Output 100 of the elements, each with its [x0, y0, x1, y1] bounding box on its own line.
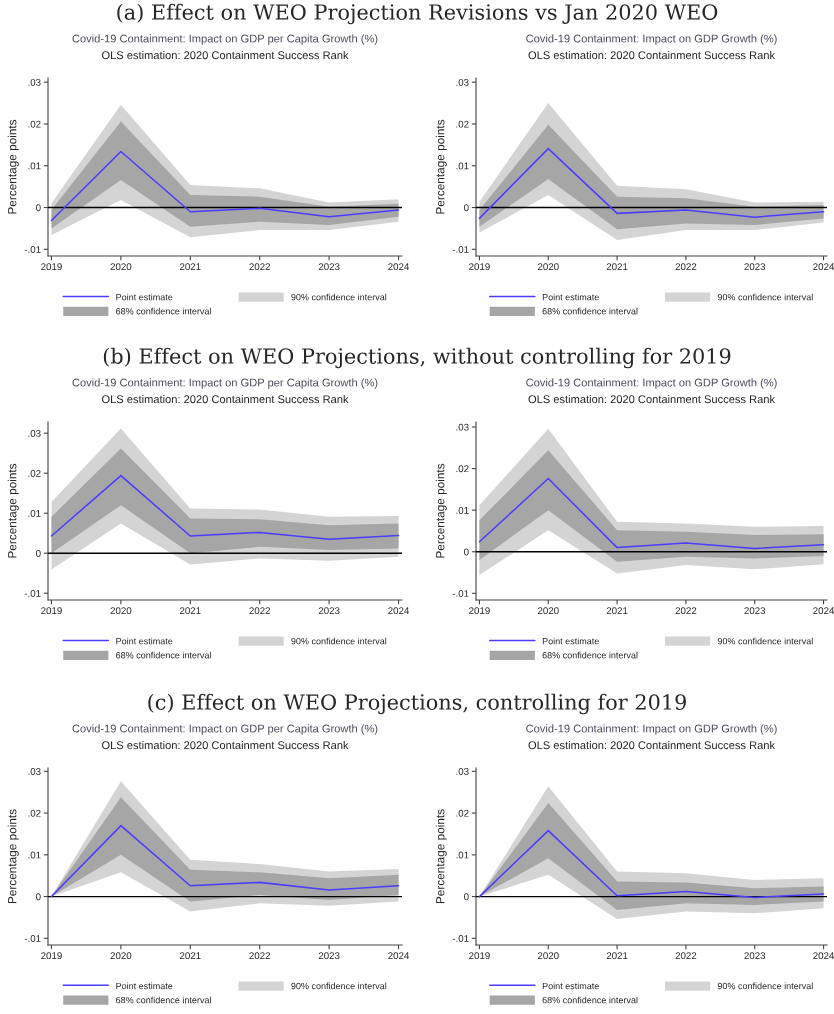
line-series: [478, 147, 825, 220]
x-tick-label: 2022: [675, 952, 697, 960]
x-tick-label: 2020: [110, 263, 132, 271]
legend-label: 90% confidence interval: [291, 982, 387, 990]
x-tick-label: 2019: [41, 263, 62, 271]
y-tick-label: .03: [456, 423, 469, 431]
x-tick-label: 2020: [110, 952, 132, 960]
x-tick-label: 2021: [179, 263, 201, 271]
x-tick-label: 2023: [744, 263, 766, 271]
x-tick-label: 2024: [813, 607, 834, 615]
x-tick-label: 2022: [249, 952, 271, 960]
y-tick-label: .03: [28, 768, 41, 775]
y-tick-label: .01: [456, 506, 469, 514]
y-tick-label: .02: [28, 120, 41, 128]
x-tick-label: 2023: [318, 263, 340, 271]
y-tick-label: .02: [456, 120, 469, 128]
legend-label: 90% confidence interval: [717, 637, 813, 645]
x-tick-label: 2022: [675, 263, 697, 271]
x-tick-label: 2022: [675, 607, 697, 615]
y-tick-label: .01: [28, 162, 41, 170]
chart-subtitle: OLS estimation: 2020 Containment Success Rank: [102, 394, 349, 404]
legend-label: 68% confidence interval: [542, 996, 638, 1004]
y-tick-label: 0: [464, 204, 469, 212]
legend-label: Point estimate: [116, 293, 173, 301]
y-tick-label: -.01: [452, 590, 469, 597]
line-series: [50, 824, 400, 898]
legend-label: Point estimate: [116, 982, 173, 990]
legend-label: 90% confidence interval: [717, 982, 813, 990]
text: (a) Effect on WEO Projection Revisions vs Jan 2020 WEO: [117, 3, 718, 25]
x-tick-label: 2024: [388, 263, 410, 271]
y-tick-label: .01: [28, 509, 41, 517]
x-tick-label: 2019: [41, 607, 62, 615]
y-tick-label: 0: [36, 549, 41, 557]
y-axis-title: Percentage points: [7, 119, 19, 214]
line-series: [478, 477, 825, 550]
text: (c) Effect on WEO Projections, controlling for 2019: [148, 693, 686, 715]
x-tick-label: 2020: [537, 263, 559, 271]
legend-label: 90% confidence interval: [717, 293, 813, 301]
y-tick-label: .02: [28, 469, 41, 477]
y-tick-label: -.01: [24, 935, 41, 942]
legend-label: 68% confidence interval: [116, 307, 211, 315]
x-tick-label: 2021: [606, 263, 628, 271]
x-tick-label: 2023: [318, 607, 340, 615]
chart-title: Covid-19 Containment: Impact on GDP per Capita Growth (%): [72, 724, 378, 735]
y-tick-label: .01: [456, 162, 469, 170]
x-tick-label: 2019: [469, 952, 490, 960]
legend-label: 90% confidence interval: [291, 637, 387, 645]
y-tick-label: 0: [36, 893, 41, 901]
x-tick-label: 2022: [249, 263, 271, 271]
y-tick-label: -.01: [452, 935, 469, 942]
legend-label: 68% confidence interval: [116, 651, 211, 659]
x-tick-label: 2022: [249, 607, 271, 615]
x-tick-label: 2023: [318, 952, 340, 960]
legend-label: 68% confidence interval: [542, 307, 638, 315]
chart-title: Covid-19 Containment: Impact on GDP Growth (%): [526, 34, 777, 45]
x-tick-label: 2020: [110, 607, 132, 615]
x-tick-label: 2021: [179, 952, 201, 960]
legend-label: Point estimate: [116, 637, 173, 645]
y-axis-title: Percentage points: [435, 809, 447, 904]
chart-title: Covid-19 Containment: Impact on GDP per Capita Growth (%): [72, 378, 378, 389]
legend-label: Point estimate: [542, 293, 599, 301]
y-axis-title: Percentage points: [435, 119, 447, 214]
y-axis-title: Percentage points: [7, 463, 19, 558]
x-tick-label: 2019: [469, 607, 490, 615]
x-tick-label: 2023: [744, 952, 766, 960]
x-tick-label: 2020: [537, 607, 559, 615]
y-tick-label: .01: [28, 851, 41, 859]
legend-label: Point estimate: [542, 982, 599, 990]
chart-subtitle: OLS estimation: 2020 Containment Success Rank: [102, 50, 349, 60]
x-tick-label: 2023: [744, 607, 766, 615]
chart-title: Covid-19 Containment: Impact on GDP Growth (%): [526, 724, 777, 735]
chart-subtitle: OLS estimation: 2020 Containment Success Rank: [528, 394, 776, 404]
y-tick-label: -.01: [24, 589, 41, 597]
y-tick-label: .02: [456, 809, 469, 817]
y-tick-label: .03: [456, 768, 469, 775]
y-tick-label: .03: [28, 429, 41, 437]
y-tick-label: .02: [456, 465, 469, 473]
y-axis-title: Percentage points: [7, 809, 19, 904]
y-tick-label: 0: [36, 204, 41, 212]
y-tick-label: 0: [464, 548, 469, 556]
legend-label: 68% confidence interval: [542, 651, 638, 659]
line-series: [478, 829, 825, 899]
x-tick-label: 2024: [813, 952, 834, 960]
x-tick-label: 2021: [179, 607, 201, 615]
x-tick-label: 2024: [813, 263, 834, 271]
x-tick-label: 2024: [388, 952, 410, 960]
x-tick-label: 2019: [41, 952, 62, 960]
x-tick-label: 2020: [537, 952, 559, 960]
y-axis-title: Percentage points: [435, 463, 447, 558]
y-tick-label: -.01: [24, 246, 41, 253]
y-tick-label: -.01: [452, 246, 469, 253]
y-tick-label: .03: [456, 78, 469, 86]
legend-label: 90% confidence interval: [291, 293, 387, 301]
x-tick-label: 2021: [606, 607, 628, 615]
y-tick-label: 0: [464, 893, 469, 901]
chart-title: Covid-19 Containment: Impact on GDP per Capita Growth (%): [72, 34, 378, 45]
chart-subtitle: OLS estimation: 2020 Containment Success Rank: [528, 740, 776, 750]
y-tick-label: .03: [28, 78, 41, 86]
x-tick-label: 2019: [469, 263, 490, 271]
x-tick-label: 2021: [606, 952, 628, 960]
